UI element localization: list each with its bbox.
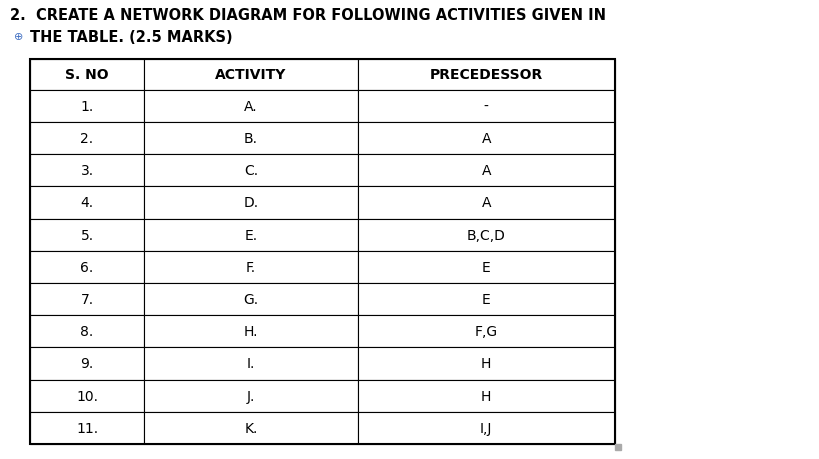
Bar [144,347,358,380]
Text: -: - [484,100,489,114]
Text: S. NO: S. NO [66,68,109,82]
Text: 1.: 1. [80,100,93,114]
Text: 9.: 9. [80,357,93,371]
Bar [30,347,144,380]
Bar [358,187,615,219]
Text: K.: K. [244,421,257,435]
Text: 11.: 11. [76,421,98,435]
Text: E: E [482,260,491,274]
Bar [30,283,144,315]
Bar [144,187,358,219]
Text: 8.: 8. [80,325,93,339]
Bar [358,123,615,155]
Bar [30,187,144,219]
Bar [358,90,615,123]
Text: A: A [482,196,491,210]
Bar [144,251,358,283]
Text: G.: G. [243,292,259,307]
Bar [358,315,615,347]
Text: C.: C. [244,164,258,178]
Text: A: A [482,164,491,178]
Text: I,J: I,J [480,421,492,435]
Bar [30,60,144,90]
Bar [30,123,144,155]
Text: A: A [482,132,491,146]
Bar [358,347,615,380]
Text: H: H [481,389,491,403]
Bar [144,60,358,90]
Bar [30,380,144,412]
Bar [358,283,615,315]
Bar [358,219,615,251]
Text: 10.: 10. [76,389,98,403]
Text: 3.: 3. [80,164,93,178]
Text: I.: I. [247,357,255,371]
Text: 2.: 2. [80,132,93,146]
Text: H.: H. [243,325,258,339]
Text: 4.: 4. [80,196,93,210]
Bar [144,155,358,187]
Bar [144,283,358,315]
Bar [358,251,615,283]
Text: 6.: 6. [80,260,93,274]
Bar [30,412,144,444]
Bar [30,155,144,187]
Bar [358,60,615,90]
Bar [358,155,615,187]
Bar [144,219,358,251]
Text: 5.: 5. [80,228,93,242]
Text: B,C,D: B,C,D [467,228,506,242]
Text: 7.: 7. [80,292,93,307]
Bar [30,219,144,251]
Text: D.: D. [243,196,259,210]
Bar [358,380,615,412]
Bar [358,412,615,444]
Bar [30,315,144,347]
Bar [30,90,144,123]
Bar [144,90,358,123]
Text: B.: B. [244,132,258,146]
Text: 2.  CREATE A NETWORK DIAGRAM FOR FOLLOWING ACTIVITIES GIVEN IN: 2. CREATE A NETWORK DIAGRAM FOR FOLLOWIN… [10,8,606,23]
Text: ACTIVITY: ACTIVITY [215,68,287,82]
Bar [30,251,144,283]
Text: THE TABLE. (2.5 MARKS): THE TABLE. (2.5 MARKS) [30,30,233,45]
Text: F.: F. [246,260,256,274]
Bar [144,315,358,347]
Bar [30,60,615,444]
Text: J.: J. [247,389,255,403]
Text: F,G: F,G [475,325,498,339]
Text: E.: E. [244,228,257,242]
Text: PRECEDESSOR: PRECEDESSOR [430,68,543,82]
Text: ⊕: ⊕ [14,32,24,42]
Bar [144,123,358,155]
Text: H: H [481,357,491,371]
Text: A.: A. [244,100,258,114]
Bar [144,412,358,444]
Text: E: E [482,292,491,307]
Bar [144,380,358,412]
